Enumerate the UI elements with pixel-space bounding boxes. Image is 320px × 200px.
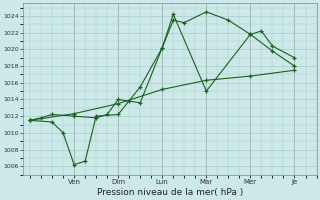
X-axis label: Pression niveau de la mer( hPa ): Pression niveau de la mer( hPa ) xyxy=(97,188,243,197)
